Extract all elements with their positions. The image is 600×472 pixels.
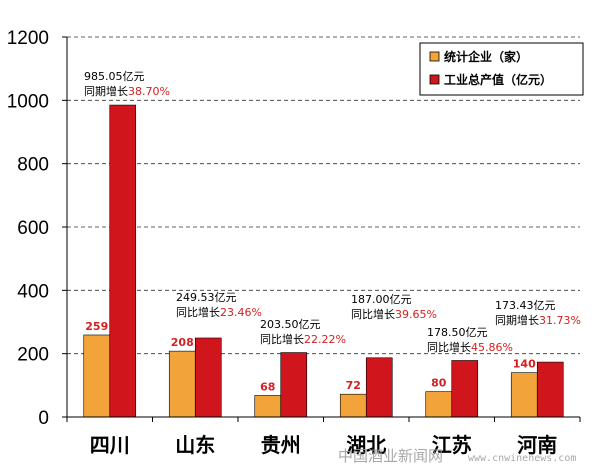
count-label: 80 (431, 377, 447, 390)
data-labels: 259985.05亿元同期增长38.70%208249.53亿元同比增长23.4… (84, 70, 581, 393)
legend-label-output: 工业总产值（亿元） (444, 72, 552, 87)
bar-enterprises (339, 393, 367, 418)
growth-label: 同比增长23.46% (176, 305, 262, 319)
output-value-label: 985.05亿元 (84, 70, 145, 83)
bar-enterprises (168, 350, 196, 418)
output-value-label: 249.53亿元 (176, 291, 237, 304)
count-label: 259 (85, 320, 108, 333)
growth-percent: 38.70% (128, 85, 170, 98)
y-tick-label: 0 (38, 408, 49, 429)
growth-label: 同比增长22.22% (260, 332, 346, 346)
y-tick-label: 1200 (7, 28, 49, 49)
growth-label: 同期增长38.70% (84, 84, 170, 98)
bar-output (365, 357, 393, 418)
growth-label: 同比增长45.86% (427, 340, 513, 354)
bar-output (536, 361, 564, 418)
count-label: 72 (346, 379, 361, 392)
growth-label-text: 同期增长 (495, 313, 539, 327)
growth-percent: 45.86% (471, 341, 513, 354)
bar-enterprises (510, 372, 538, 418)
output-value-label: 203.50亿元 (260, 318, 321, 331)
x-category-label: 贵州 (261, 433, 301, 457)
x-category-label: 河南 (517, 433, 557, 457)
watermark: 中国酒业新闻网 www.cnwinenews.com (338, 447, 576, 465)
bar-output (109, 104, 137, 418)
legend: 统计企业（家） 工业总产值（亿元） (419, 42, 584, 96)
watermark-text: 中国酒业新闻网 (338, 447, 443, 465)
legend-label-enterprises: 统计企业（家） (444, 49, 528, 64)
output-value-label: 178.50亿元 (427, 326, 488, 339)
x-category-label: 山东 (175, 433, 215, 457)
growth-label-text: 同期增长 (84, 84, 128, 98)
count-label: 208 (171, 336, 194, 349)
legend-swatch-enterprises (429, 51, 440, 62)
x-category-label: 四川 (90, 433, 130, 457)
y-tick-label: 400 (17, 281, 49, 302)
count-label: 68 (260, 380, 275, 393)
y-tick-label: 1000 (7, 91, 49, 112)
legend-box (419, 42, 584, 96)
growth-percent: 31.73% (539, 314, 581, 327)
grid-lines (67, 36, 580, 355)
bar-output (194, 337, 222, 418)
x-axis: 四川 山东 贵州 湖北 江苏 河南 (66, 416, 581, 457)
bar-enterprises (425, 391, 453, 418)
x-category-label: 湖北 (346, 433, 386, 457)
count-label: 140 (513, 358, 536, 371)
growth-percent: 22.22% (304, 333, 346, 346)
growth-label-text: 同比增长 (351, 307, 395, 321)
y-axis: 0 200 400 600 800 1000 1200 (7, 28, 68, 429)
y-tick-label: 200 (17, 345, 49, 366)
growth-label: 同比增长39.65% (351, 307, 437, 321)
watermark-url: www.cnwinenews.com (468, 453, 576, 464)
bar-enterprises (254, 395, 282, 418)
bar-output (451, 360, 479, 418)
bars (83, 104, 564, 418)
y-tick-label: 800 (17, 155, 49, 176)
bar-enterprises (83, 334, 111, 418)
growth-percent: 23.46% (220, 306, 262, 319)
growth-label: 同期增长31.73% (495, 313, 581, 327)
output-value-label: 187.00亿元 (351, 293, 412, 306)
output-value-label: 173.43亿元 (495, 299, 556, 312)
growth-percent: 39.65% (395, 308, 437, 321)
bar-output (280, 352, 308, 418)
growth-label-text: 同比增长 (260, 332, 304, 346)
growth-label-text: 同比增长 (427, 340, 471, 354)
x-category-label: 江苏 (432, 433, 472, 457)
legend-swatch-output (429, 74, 440, 85)
growth-label-text: 同比增长 (176, 305, 220, 319)
y-tick-label: 600 (17, 218, 49, 239)
